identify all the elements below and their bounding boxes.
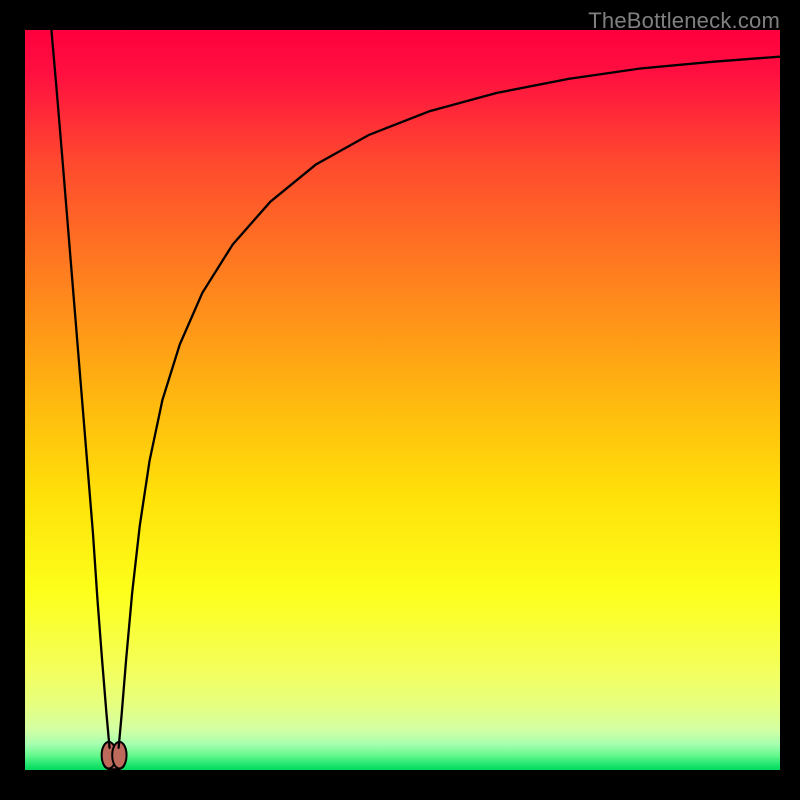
plot-area [25,30,780,770]
bottleneck-curve-chart [25,30,780,770]
chart-frame: TheBottleneck.com [0,0,800,800]
min-marker-blob [102,742,127,769]
gradient-background [25,30,780,770]
